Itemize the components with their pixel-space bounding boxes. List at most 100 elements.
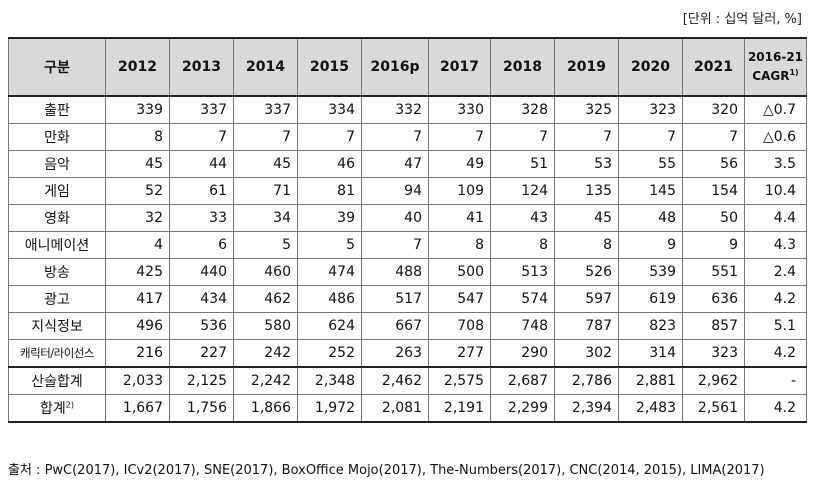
value-cell: 462: [233, 285, 298, 313]
value-cell: 2,483: [618, 394, 683, 423]
value-cell: 1,866: [233, 394, 298, 423]
header-year: 2013: [169, 37, 234, 97]
cagr-cell: 10.4: [744, 177, 807, 205]
value-cell: 2,462: [361, 366, 429, 395]
value-cell: 2,242: [233, 366, 298, 395]
value-cell: 242: [233, 339, 298, 368]
header-cagr-label: CAGR: [752, 69, 790, 83]
row-label: 출판: [8, 95, 106, 124]
header-year: 2015: [297, 37, 362, 97]
value-cell: 53: [554, 150, 619, 178]
value-cell: 2,125: [169, 366, 234, 395]
table-row: 캐릭터/라이선스 216 227 242 252 263 277 290 302 314 323 4.…: [8, 339, 807, 368]
value-cell: 624: [297, 312, 362, 340]
value-cell: 2,394: [554, 394, 619, 423]
value-cell: 2,033: [105, 366, 170, 395]
header-year: 2019: [554, 37, 619, 97]
value-cell: 1,667: [105, 394, 170, 423]
value-cell: 33: [169, 204, 234, 232]
header-year: 2012: [105, 37, 170, 97]
table-row: 광고 417 434 462 486 517 547 574 597 619 636 4.2: [8, 285, 807, 313]
value-cell: 45: [105, 150, 170, 178]
header-year: 2014: [233, 37, 298, 97]
row-label-text: 영화: [44, 211, 70, 227]
row-label-text: 산술합계: [31, 374, 83, 390]
header-category: 구분: [8, 37, 106, 97]
value-cell: 8: [490, 231, 555, 259]
value-cell: 135: [554, 177, 619, 205]
value-cell: 5: [233, 231, 298, 259]
row-label-text: 음악: [44, 157, 70, 173]
value-cell: 40: [361, 204, 429, 232]
cagr-cell: 4.2: [744, 285, 807, 313]
value-cell: 500: [428, 258, 491, 286]
cagr-cell: 3.5: [744, 150, 807, 178]
value-cell: 7: [554, 123, 619, 151]
row-label: 만화: [8, 123, 106, 151]
value-cell: 7: [297, 123, 362, 151]
value-cell: 5: [297, 231, 362, 259]
value-cell: 47: [361, 150, 429, 178]
cagr-cell: △0.6: [744, 123, 807, 151]
value-cell: 51: [490, 150, 555, 178]
value-cell: 290: [490, 339, 555, 368]
value-cell: 440: [169, 258, 234, 286]
value-cell: 9: [618, 231, 683, 259]
unit-note: [단위 : 십억 달러, %]: [682, 12, 802, 27]
value-cell: 636: [682, 285, 745, 313]
value-cell: 227: [169, 339, 234, 368]
value-cell: 277: [428, 339, 491, 368]
value-cell: 2,786: [554, 366, 619, 395]
header-year: 2017: [428, 37, 491, 97]
value-cell: 526: [554, 258, 619, 286]
row-label-text: 방송: [44, 265, 70, 281]
value-cell: 8: [554, 231, 619, 259]
value-cell: 32: [105, 204, 170, 232]
value-cell: 7: [618, 123, 683, 151]
cagr-cell: 4.4: [744, 204, 807, 232]
value-cell: 474: [297, 258, 362, 286]
row-label: 캐릭터/라이선스: [8, 339, 106, 368]
value-cell: 2,561: [682, 394, 745, 423]
value-cell: 124: [490, 177, 555, 205]
cagr-cell: △0.7: [744, 95, 807, 124]
value-cell: 52: [105, 177, 170, 205]
value-cell: 7: [361, 123, 429, 151]
value-cell: 41: [428, 204, 491, 232]
value-cell: 2,687: [490, 366, 555, 395]
row-label: 산술합계: [8, 366, 106, 395]
value-cell: 48: [618, 204, 683, 232]
value-cell: 1,756: [169, 394, 234, 423]
header-row: 구분 2012 2013 2014 2015 2016p 2017 2018 2019 2020…: [8, 37, 807, 97]
table-row: 산술합계 2,033 2,125 2,242 2,348 2,462 2,575 2,687 2…: [8, 366, 807, 395]
value-cell: 334: [297, 95, 362, 124]
row-label: 광고: [8, 285, 106, 313]
value-cell: 2,191: [428, 394, 491, 423]
value-cell: 8: [428, 231, 491, 259]
value-cell: 71: [233, 177, 298, 205]
value-cell: 574: [490, 285, 555, 313]
value-cell: 517: [361, 285, 429, 313]
table-row: 만화 8 7 7 7 7 7 7 7 7 7 △0.6: [8, 123, 807, 151]
header-year: 2018: [490, 37, 555, 97]
row-label-text: 캐릭터/라이선스: [20, 346, 94, 360]
value-cell: 580: [233, 312, 298, 340]
value-cell: 61: [169, 177, 234, 205]
table-row: 애니메이션 4 6 5 5 7 8 8 8 9 9 4.3: [8, 231, 807, 259]
cagr-cell: 4.2: [744, 339, 807, 368]
value-cell: 619: [618, 285, 683, 313]
source-note: 출처 : PwC(2017), ICv2(2017), SNE(2017), B…: [8, 463, 765, 478]
value-cell: 551: [682, 258, 745, 286]
row-label-note: 2): [65, 400, 74, 410]
value-cell: 46: [297, 150, 362, 178]
row-label-text: 광고: [44, 292, 70, 308]
value-cell: 216: [105, 339, 170, 368]
value-cell: 323: [618, 95, 683, 124]
table-body: 출판 339 337 337 334 332 330 328 325 323 320 △0.7 만화 8 7…: [8, 95, 807, 423]
table-row: 영화 32 33 34 39 40 41 43 45 48 50 4.4: [8, 204, 807, 232]
value-cell: 8: [105, 123, 170, 151]
value-cell: 2,348: [297, 366, 362, 395]
value-cell: 43: [490, 204, 555, 232]
value-cell: 337: [233, 95, 298, 124]
value-cell: 488: [361, 258, 429, 286]
